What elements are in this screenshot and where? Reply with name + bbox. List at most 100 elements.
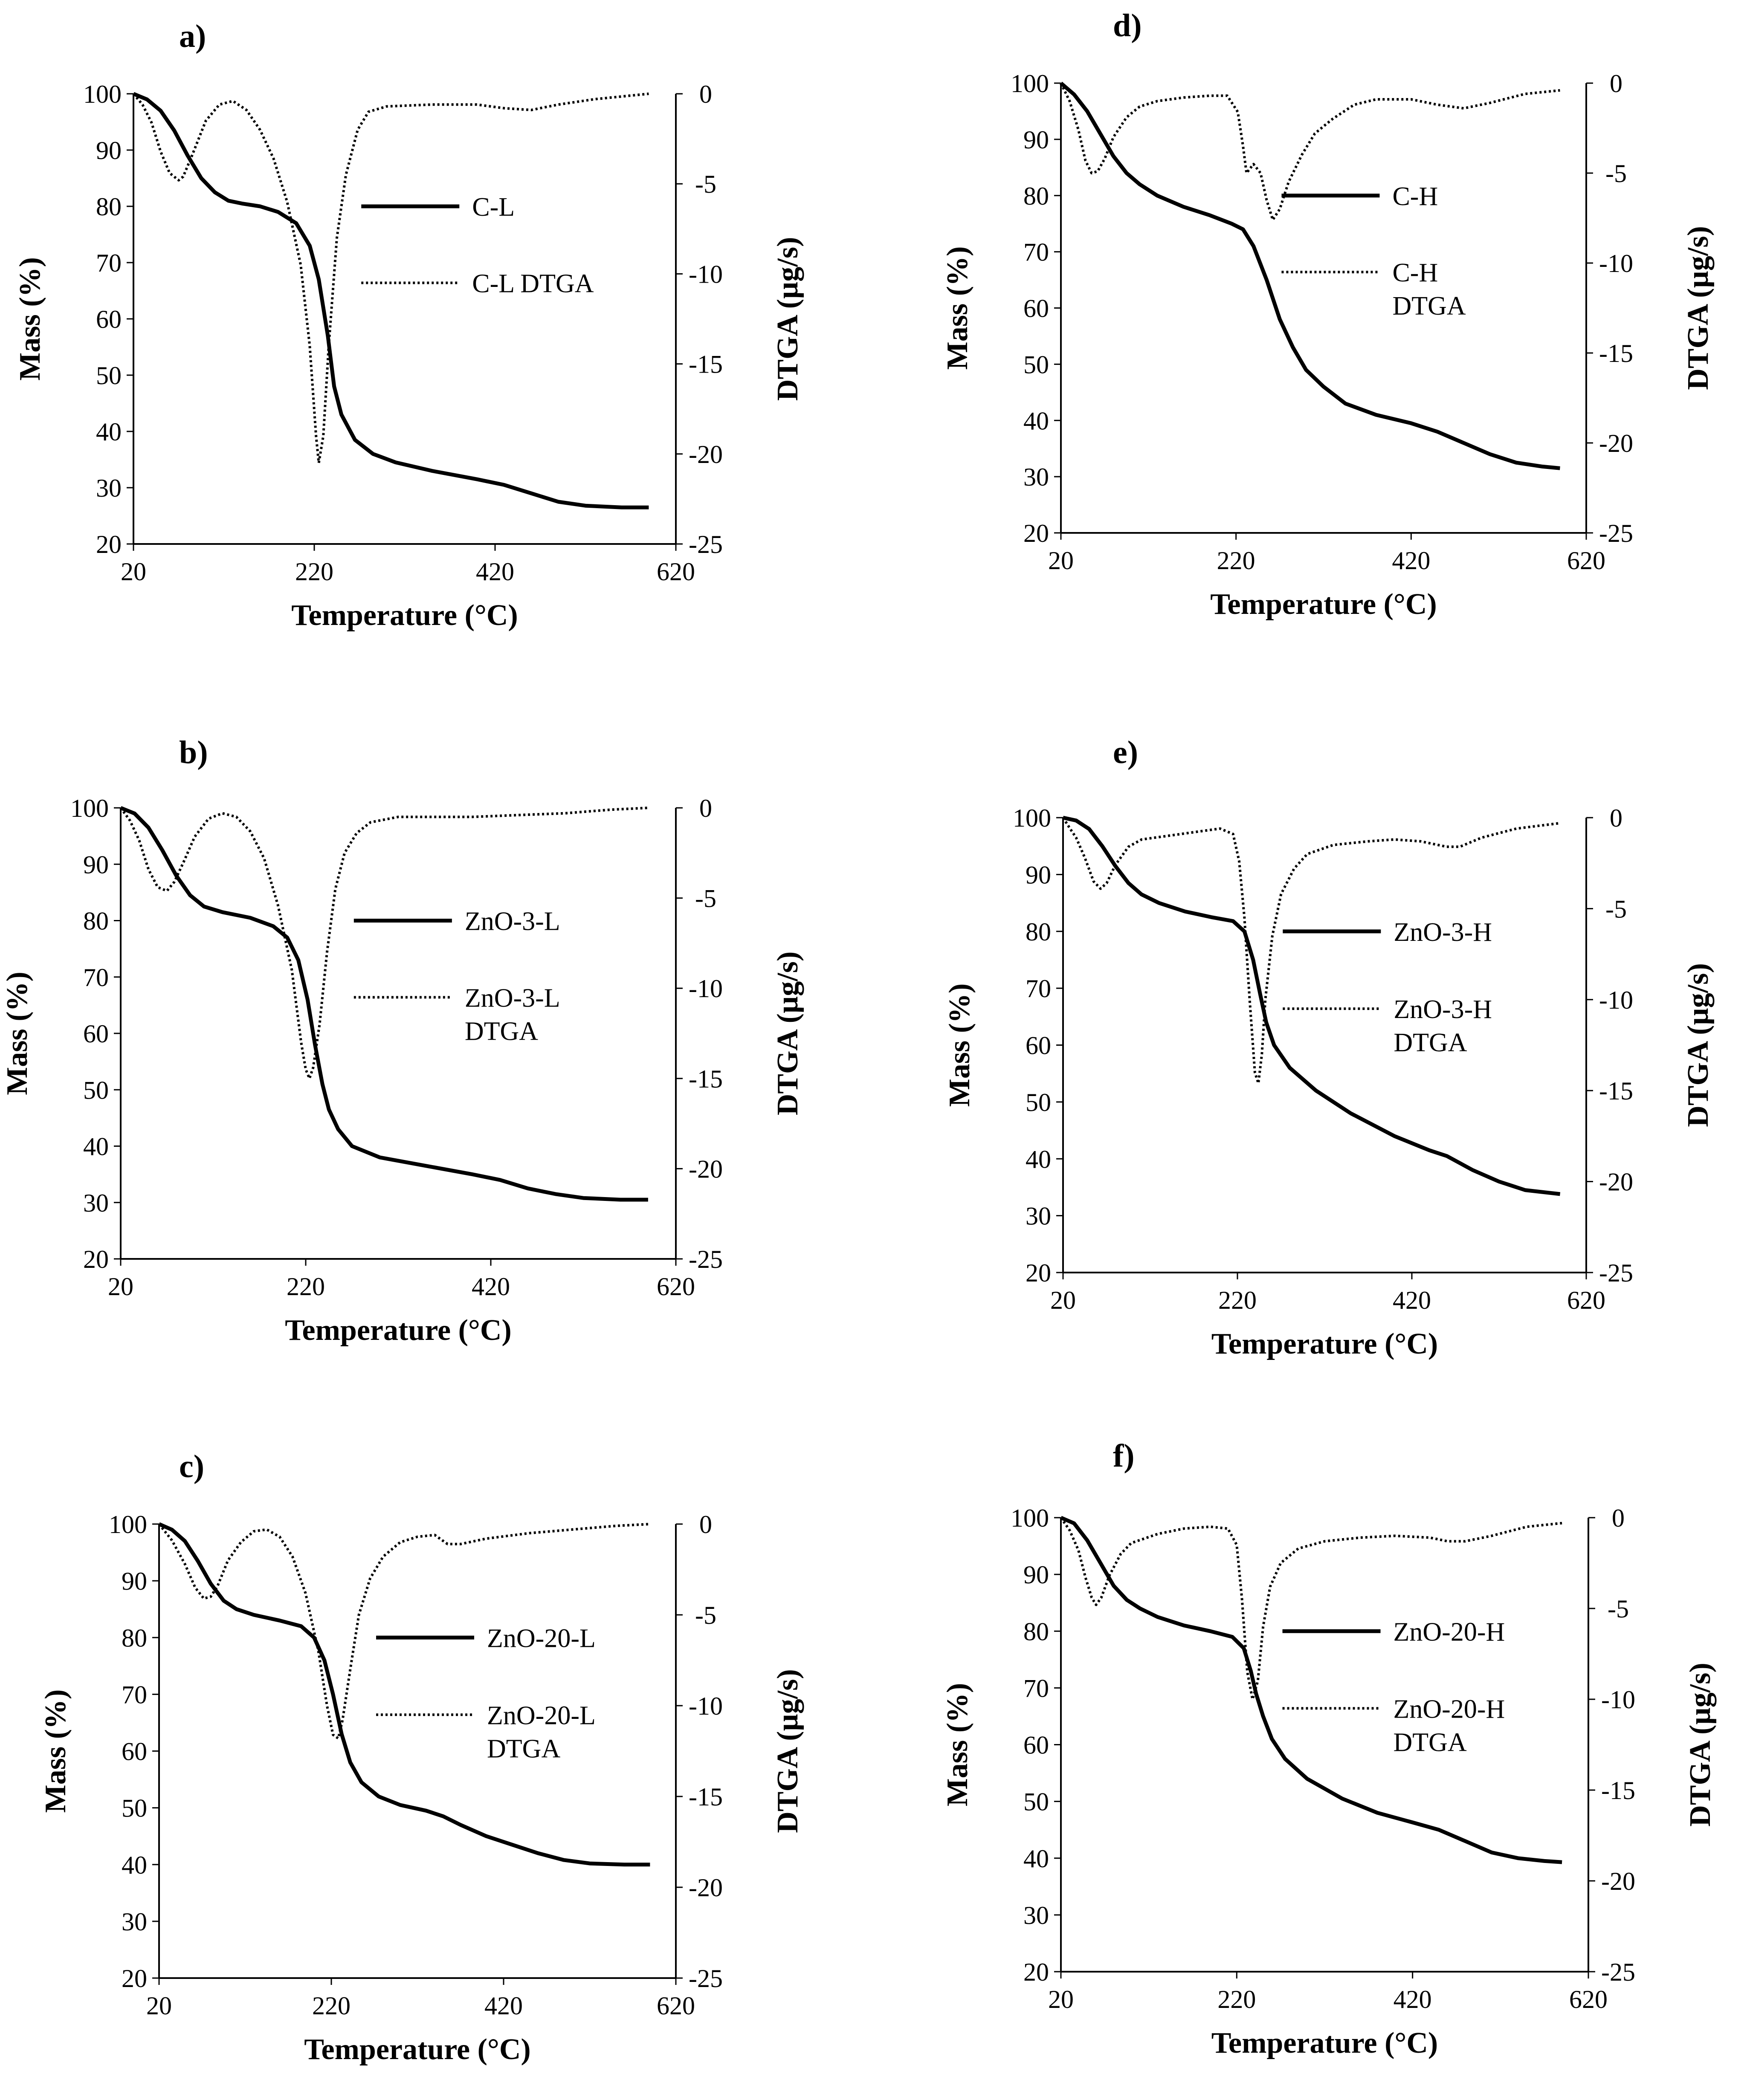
y-tick-label: 20 [96, 530, 122, 558]
y-tick-label: 70 [96, 249, 122, 277]
mass-curve [1063, 816, 1561, 1196]
y2-axis-title: DTGA (µg/s) [1682, 226, 1715, 390]
mass-curve [1060, 1516, 1562, 1864]
y2-tick-label: -15 [1601, 1776, 1635, 1805]
x-tick-label: 420 [1393, 1286, 1431, 1314]
x-tick-label: 220 [287, 1273, 325, 1301]
y2-tick-label: -25 [1599, 519, 1633, 547]
y2-tick-label: -15 [1599, 339, 1633, 367]
y2-tick-label: 0 [1610, 804, 1622, 832]
legend-dotted-label: ZnO-3-H [1394, 995, 1492, 1024]
y-tick-label: 100 [1013, 804, 1051, 832]
x-tick-label: 620 [657, 1992, 695, 2020]
y-tick-label: 90 [96, 136, 122, 165]
dtga-curve [119, 807, 649, 1080]
panel-e: e) 20 30 40 50 60 70 80 90 100 -25 -20 -15 -10 -5 0 20 22… [943, 735, 1715, 1360]
y-tick-label: 80 [96, 193, 122, 221]
x-tick-label: 420 [1394, 1985, 1432, 2013]
panel-label-a: a) [179, 18, 206, 54]
legend-dotted-label: ZnO-20-L [487, 1701, 596, 1730]
y-tick-label: 30 [1023, 1901, 1049, 1929]
legend-solid-label: ZnO-20-L [487, 1624, 596, 1653]
y-tick-label: 50 [96, 362, 122, 390]
x-tick-label: 20 [1048, 1985, 1074, 2013]
legend-dotted-label-line2: DTGA [1394, 1728, 1467, 1757]
y2-tick-label: -20 [1599, 429, 1633, 457]
x-axis-title: Temperature (°C) [1211, 2027, 1438, 2060]
x-tick-label: 20 [1048, 547, 1074, 575]
y-axis-title: Mass (%) [14, 257, 46, 381]
y-tick-label: 40 [1023, 1845, 1049, 1873]
y2-tick-label: 0 [699, 80, 712, 108]
panel-d: d) 20 30 40 50 60 70 80 90 100 -25 -20 -15 -10 -5 0 20 22… [941, 8, 1715, 621]
x-tick-label: 620 [1567, 547, 1605, 575]
y2-tick-label: -5 [695, 170, 716, 198]
x-tick-label: 420 [1392, 547, 1430, 575]
y2-tick-label: 0 [1610, 69, 1622, 98]
y2-tick-label: -20 [689, 1155, 723, 1183]
y2-axis-title: DTGA (µg/s) [771, 237, 804, 401]
y-tick-label: 80 [83, 907, 109, 935]
legend-dotted-label-line2: DTGA [465, 1017, 538, 1046]
x-axis-title: Temperature (°C) [304, 2033, 531, 2066]
y2-tick-label: -5 [1605, 895, 1627, 923]
panel-label-c: c) [179, 1449, 204, 1484]
y2-tick-label: 0 [699, 794, 712, 822]
y-tick-label: 60 [1023, 295, 1049, 323]
y-tick-label: 50 [1023, 350, 1049, 379]
panel-b: b) 20 30 40 50 60 70 80 90 100 -25 -20 -15 -10 -5 0 20 22… [1, 735, 804, 1347]
y-tick-label: 100 [1011, 69, 1049, 98]
y-tick-label: 20 [83, 1245, 109, 1273]
x-axis-title: Temperature (°C) [291, 599, 518, 632]
legend-dotted-label: ZnO-3-L [465, 983, 560, 1012]
legend-solid-label: ZnO-3-H [1394, 918, 1492, 947]
legend-dotted-label-line2: DTGA [1392, 292, 1466, 321]
y-tick-label: 30 [96, 474, 122, 502]
legend-solid-label: C-L [472, 193, 515, 222]
x-axis-title: Temperature (°C) [285, 1314, 512, 1347]
y-tick-label: 90 [1026, 861, 1051, 889]
y-tick-label: 50 [122, 1794, 147, 1822]
y-tick-label: 70 [1023, 1674, 1049, 1702]
legend-solid-label: C-H [1392, 182, 1438, 211]
dtga-curve [132, 93, 649, 464]
y-tick-label: 20 [1023, 519, 1049, 547]
y-tick-label: 20 [1023, 1958, 1049, 1986]
y-tick-label: 100 [83, 80, 122, 108]
x-tick-label: 620 [1569, 1985, 1608, 2013]
dtga-curve [158, 1523, 650, 1740]
y2-axis-title: DTGA (µg/s) [771, 1669, 804, 1833]
y2-tick-label: -10 [689, 1692, 723, 1720]
x-tick-label: 220 [1217, 1985, 1256, 2013]
y-tick-label: 40 [122, 1851, 147, 1879]
y-tick-label: 70 [1026, 975, 1051, 1003]
legend-solid-label: ZnO-3-L [465, 907, 560, 936]
y-tick-label: 30 [1023, 463, 1049, 491]
y-tick-label: 40 [96, 418, 122, 446]
x-tick-label: 620 [657, 1273, 695, 1301]
y-tick-label: 90 [83, 850, 109, 879]
x-tick-label: 420 [472, 1273, 510, 1301]
y-tick-label: 80 [1023, 182, 1049, 210]
mass-curve [120, 806, 648, 1202]
y-tick-label: 60 [1023, 1731, 1049, 1759]
y2-tick-label: -25 [1599, 1259, 1633, 1287]
x-tick-label: 220 [295, 558, 333, 586]
x-tick-label: 20 [146, 1992, 172, 2020]
y-axis-title: Mass (%) [943, 983, 976, 1107]
y2-tick-label: -5 [695, 1601, 716, 1629]
y-tick-label: 30 [83, 1189, 109, 1217]
y2-axis-title: DTGA (µg/s) [1684, 1663, 1717, 1827]
legend-dotted-label: C-L DTGA [472, 269, 594, 298]
y2-tick-label: -25 [689, 530, 723, 558]
y2-tick-label: -10 [1601, 1686, 1635, 1714]
y2-tick-label: -5 [1608, 1595, 1629, 1623]
y-tick-label: 50 [1026, 1088, 1051, 1117]
y-tick-label: 90 [1023, 1561, 1049, 1589]
y-tick-label: 40 [1026, 1145, 1051, 1173]
dtga-curve [1062, 817, 1560, 1085]
y-tick-label: 40 [83, 1133, 109, 1161]
y-tick-label: 60 [96, 305, 122, 333]
mass-curve [133, 92, 649, 509]
dtga-curve [1060, 82, 1560, 221]
